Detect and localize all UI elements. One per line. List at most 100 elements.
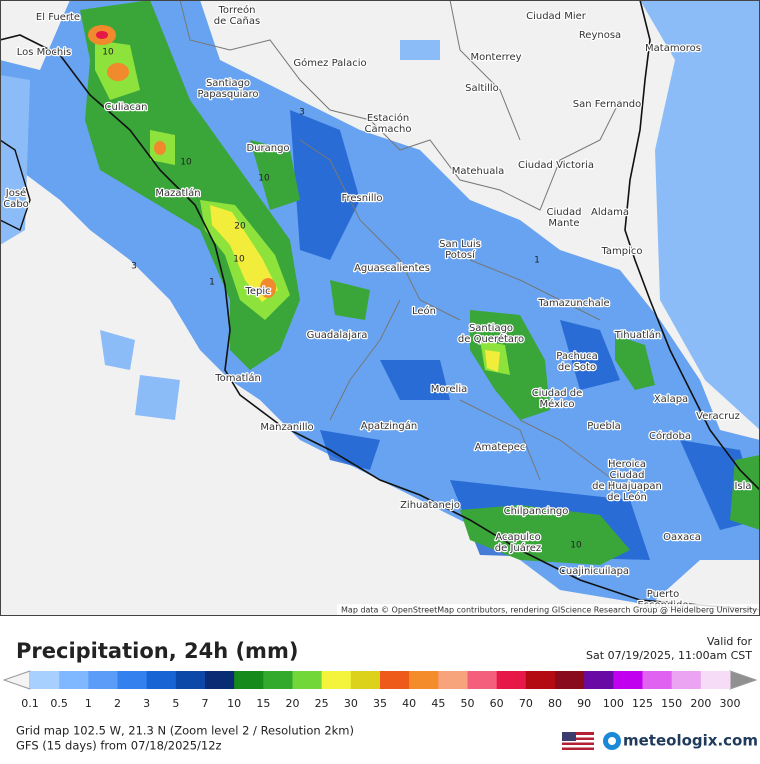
city-label-line: de Cañas (214, 16, 260, 27)
city-label-line: Acapulco (495, 532, 540, 543)
city-label-line: Monterrey (470, 52, 521, 63)
city-label: Tampico (600, 246, 642, 257)
legend-label: 60 (490, 697, 504, 710)
coastline (0, 139, 31, 231)
brand: meteologix.com (623, 732, 758, 750)
legend-swatch (292, 671, 323, 689)
legend: 0.1 0.5 1 2 3 5 7 10 15 20 25 30 35 40 45 50 60 70 80 90 100… (2, 670, 758, 710)
city-label-line: Zihuatanejo (400, 500, 460, 511)
city-label-line: Oaxaca (663, 532, 701, 543)
city-label: Ciudad Victoria (518, 160, 594, 171)
city-label-line: de Querétaro (458, 333, 524, 345)
city-label-line: Chilpancingo (504, 506, 569, 517)
city-label-line: Tampico (600, 246, 642, 257)
legend-swatch (205, 671, 235, 689)
legend-label: 90 (577, 697, 591, 710)
legend-label: 300 (720, 697, 741, 710)
city-label-line: Puerto (647, 589, 680, 600)
contour-label: 3 (131, 262, 137, 272)
city-label-line: Tepic (244, 286, 270, 297)
city-label: Cuajinicuilapa (559, 566, 629, 577)
city-label-line: Durango (246, 143, 289, 154)
city-label-line: Guadalajara (307, 330, 368, 341)
city-label-line: Apatzingán (361, 420, 417, 432)
city-label-line: Aguascalientes (354, 263, 430, 274)
city-label-line: Papasquiaro (198, 89, 259, 100)
city-label-line: Aldama (591, 207, 629, 218)
legend-swatch (409, 671, 439, 689)
city-label-line: Potosí (445, 249, 476, 261)
precip-moderate (290, 110, 760, 560)
city-label-line: Ciudad de (532, 388, 583, 399)
legend-label: 35 (373, 697, 387, 710)
city-label: Heroica Ciudad de Huajuapan de León (592, 459, 662, 503)
city-label-line: Córdoba (649, 430, 691, 442)
city-label-line: Cuajinicuilapa (559, 566, 629, 577)
city-label-line: Pachuca (556, 351, 598, 362)
city-label: Gómez Palacio (293, 57, 366, 69)
legend-label: 15 (256, 697, 270, 710)
legend-label: 50 (461, 697, 475, 710)
legend-swatch (584, 671, 614, 689)
legend-label: 125 (632, 697, 653, 710)
city-label: Estación Camacho (365, 112, 412, 135)
city-label-line: León (412, 305, 436, 317)
legend-swatch (642, 671, 673, 689)
city-label: Córdoba (649, 430, 691, 442)
city-label-line: Culiacan (105, 102, 148, 113)
city-label-line: Tihuatlán (614, 329, 662, 341)
contour-label: 10 (180, 158, 192, 168)
flag-canton (562, 732, 576, 741)
contour-label: 10 (233, 255, 245, 265)
contour-label: 20 (234, 222, 246, 232)
legend-swatch (146, 671, 177, 689)
legend-swatch (613, 671, 643, 689)
legend-label: 5 (172, 697, 179, 710)
city-label: Aguascalientes (354, 263, 430, 274)
city-label-line: de Soto (558, 362, 596, 373)
legend-swatch (321, 671, 352, 689)
city-label-line: Ciudad (610, 470, 645, 481)
legend-swatch (525, 671, 556, 689)
flag-stripe (562, 740, 594, 743)
city-label: Tepic (244, 286, 270, 297)
city-label-line: Ciudad Mier (526, 11, 587, 22)
city-label-line: Amatepec (475, 442, 526, 453)
city-label-line: México (540, 398, 575, 410)
city-label-line: Santiago (469, 323, 513, 334)
city-label: León (412, 305, 436, 317)
city-label-line: Torreón (218, 4, 256, 16)
legend-swatch (380, 671, 410, 689)
grid-info: Grid map 102.5 W, 21.3 N (Zoom level 2 /… (16, 724, 354, 738)
state-border (179, 0, 641, 501)
attribution: Map data © OpenStreetMap contributors, r… (341, 606, 757, 615)
contour-label: 1 (209, 278, 215, 288)
city-label: Tomatlán (214, 372, 261, 384)
city-label-line: Ciudad Victoria (518, 160, 594, 171)
city-label: Pachuca de Soto (556, 351, 598, 373)
map: El Fuerte Los Mochis Culiacan Torreón de Cañ… (0, 0, 760, 616)
city-label-line: Saltillo (465, 83, 499, 94)
city-label-line: Fresnillo (341, 193, 382, 204)
legend-label: 150 (661, 697, 682, 710)
flag-stripe (562, 745, 594, 748)
brand-logo (608, 737, 616, 745)
coastline (624, 0, 760, 491)
precip-heavy (80, 0, 760, 565)
contour-label: 3 (299, 108, 305, 118)
city-label-line: Xalapa (654, 394, 688, 405)
legend-low-tip (2, 670, 31, 690)
city-label: Matamoros (645, 43, 701, 54)
legend-label: 10 (227, 697, 241, 710)
model-info: GFS (15 days) from 07/18/2025/12z (16, 739, 222, 753)
city-label: San Fernando (573, 99, 642, 110)
city-label-line: Reynosa (579, 30, 621, 41)
city-label-line: Gómez Palacio (293, 57, 366, 69)
city-labels: El Fuerte Los Mochis Culiacan Torreón de Cañ… (2, 3, 753, 613)
city-label-line: Manzanillo (260, 422, 313, 433)
precip-intense (96, 31, 108, 39)
city-label-line: Estación (367, 112, 409, 124)
city-label: Amatepec (475, 442, 526, 453)
city-label-line: San Fernando (573, 99, 642, 110)
valid-time: Sat 07/19/2025, 11:00am CST (586, 649, 752, 662)
